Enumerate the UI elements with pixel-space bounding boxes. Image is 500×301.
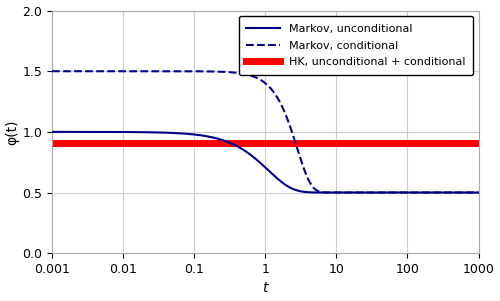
Markov, conditional [123,70,129,73]
Markov, conditional [468,191,473,194]
Markov, unconditional [123,130,129,134]
Markov, unconditional [468,191,473,194]
Markov, conditional [98,70,103,73]
Markov, unconditional [476,191,482,194]
Markov, unconditional [98,130,103,134]
Markov, conditional [476,191,482,194]
Y-axis label: φ(t): φ(t) [6,119,20,144]
Line: Markov, conditional: Markov, conditional [52,71,478,193]
Markov, unconditional [351,191,357,194]
Markov, unconditional [422,191,428,194]
Markov, conditional [345,191,351,194]
X-axis label: t: t [262,281,268,296]
Markov, conditional [231,71,237,74]
HK, unconditional + conditional [262,141,268,145]
Markov, conditional [49,70,55,73]
Markov, conditional [212,70,218,73]
Legend: Markov, unconditional, Markov, conditional, HK, unconditional + conditional: Markov, unconditional, Markov, condition… [238,16,473,75]
Markov, unconditional [212,136,218,140]
Markov, unconditional [49,130,55,134]
Line: Markov, unconditional: Markov, unconditional [52,132,478,193]
Markov, conditional [422,191,428,194]
Markov, unconditional [231,143,237,147]
